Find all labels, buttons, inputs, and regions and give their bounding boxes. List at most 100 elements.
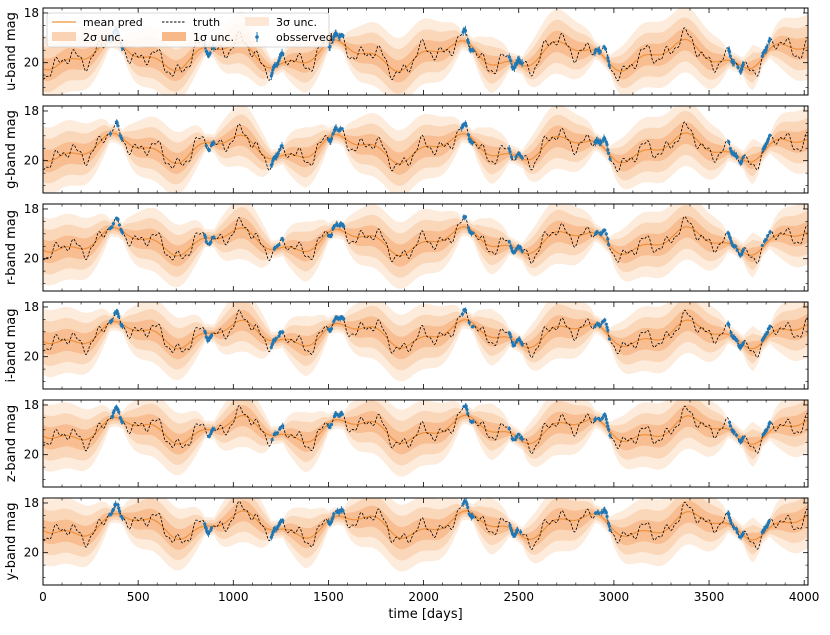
observed-point (768, 133, 772, 138)
observed-point (509, 155, 514, 159)
observed-point (342, 225, 346, 229)
observed-point (760, 243, 764, 248)
observed-point (109, 512, 113, 516)
observed-point (277, 243, 281, 247)
observed-point (514, 61, 518, 66)
observed-point (598, 418, 602, 422)
observed-point (341, 34, 345, 38)
truth-line (43, 27, 808, 82)
observed-point (520, 343, 524, 347)
y-tick-label: 18 (24, 496, 39, 510)
observed-point (270, 438, 274, 442)
observed-point (598, 50, 602, 54)
observed-point (520, 249, 524, 253)
observed-point (120, 516, 125, 520)
observed-point (463, 29, 468, 33)
observed-point (766, 234, 770, 238)
observed-point (281, 424, 285, 428)
observed-point (278, 147, 282, 152)
panel-plot-area (43, 498, 808, 572)
observed-point (741, 435, 745, 440)
observed-point (269, 345, 273, 349)
observed-point (509, 59, 513, 63)
observed-point (110, 318, 114, 322)
observed-point (280, 144, 284, 148)
y-tick-label: 20 (24, 252, 39, 266)
legend-label: mean pred (83, 16, 143, 29)
observed-point (732, 61, 736, 65)
observed-point (520, 437, 524, 441)
observed-point (204, 144, 208, 148)
observed-point (606, 151, 611, 155)
observed-point (274, 336, 278, 340)
observed-point (460, 312, 465, 316)
x-tick-label: 4000 (789, 590, 820, 604)
y-axis-label: z-band mag (4, 405, 19, 482)
observed-point (463, 308, 468, 312)
panel-plot-area (43, 400, 808, 477)
observed-point (508, 150, 512, 154)
observed-point (607, 63, 611, 68)
y-tick-label: 20 (24, 56, 39, 70)
observed-point (277, 334, 281, 338)
observed-point (278, 425, 283, 430)
observed-point (120, 137, 124, 141)
observed-point (111, 507, 116, 512)
observed-point (208, 51, 212, 55)
observed-point (605, 142, 609, 147)
observed-point (342, 317, 346, 321)
observed-point (727, 323, 731, 327)
observed-point (118, 134, 122, 138)
observed-point (209, 240, 213, 244)
panel-frame (42, 7, 809, 96)
observed-point (739, 535, 743, 539)
observed-point (335, 32, 339, 36)
observed-point (727, 512, 731, 516)
observed-point (741, 248, 745, 252)
observed-point (120, 324, 125, 328)
observed-point (600, 510, 605, 514)
observed-point (605, 325, 609, 329)
observed-points (110, 403, 772, 445)
observed-point (603, 47, 608, 51)
observed-point (275, 62, 280, 66)
y-tick-label: 20 (24, 448, 39, 462)
observed-point (332, 224, 337, 228)
x-tick-label: 3000 (599, 590, 630, 604)
mean-pred-line (43, 414, 808, 445)
observed-points (108, 119, 772, 169)
observed-point (334, 126, 338, 130)
x-tick-label: 2000 (408, 590, 439, 604)
observed-point (735, 155, 739, 159)
y-tick-label: 18 (24, 104, 39, 118)
observed-point (608, 528, 612, 532)
observed-point (734, 433, 739, 437)
legend-label: 2σ unc. (83, 31, 124, 44)
observed-point (340, 412, 344, 416)
observed-point (766, 330, 770, 334)
y-tick-label: 20 (24, 154, 39, 168)
observed-point (515, 435, 519, 439)
legend-marker-band1 (162, 32, 186, 41)
x-tick-label: 1500 (313, 590, 344, 604)
observed-point (603, 137, 607, 141)
observed-point (471, 324, 475, 329)
observed-point (604, 417, 608, 421)
observed-point (741, 341, 745, 345)
observed-point (276, 524, 280, 528)
legend-marker-point (255, 35, 259, 39)
x-tick-label: 3500 (694, 590, 725, 604)
observed-point (520, 61, 524, 65)
observed-point (507, 55, 511, 59)
observed-point (507, 427, 511, 431)
legend-label: 1σ unc. (193, 31, 234, 44)
y-tick-label: 18 (24, 202, 39, 216)
observed-point (467, 320, 471, 325)
observed-point (514, 155, 518, 159)
observed-point (281, 330, 285, 334)
observed-point (270, 162, 274, 166)
observed-point (768, 421, 772, 425)
observed-point (340, 127, 344, 131)
